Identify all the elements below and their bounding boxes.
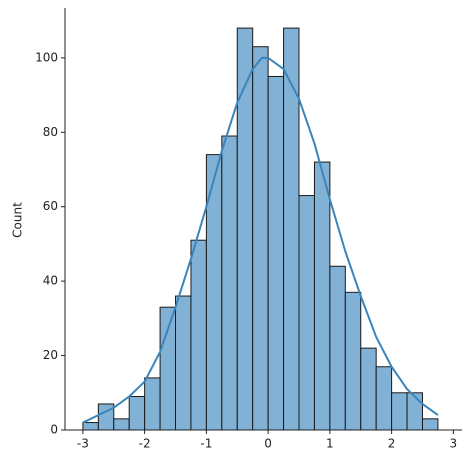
y-axis-label: Count <box>11 202 25 238</box>
bar <box>283 27 300 431</box>
bar <box>421 418 439 431</box>
bar <box>391 392 408 431</box>
bar <box>236 27 254 431</box>
bar <box>406 392 423 431</box>
bar <box>375 366 393 431</box>
x-tick-label: -1 <box>200 437 212 451</box>
bar <box>313 161 331 431</box>
bar <box>175 295 192 431</box>
bar <box>329 265 346 431</box>
bar <box>344 291 362 431</box>
y-tick-label: 0 <box>50 423 58 437</box>
bar <box>190 239 207 431</box>
kde-line <box>82 56 439 424</box>
bar <box>159 306 177 431</box>
bar <box>360 347 377 431</box>
bar <box>252 46 269 431</box>
y-tick-label: 40 <box>43 274 58 288</box>
x-tick-label: 0 <box>264 437 272 451</box>
x-tick-label: 1 <box>326 437 334 451</box>
y-tick-label: 80 <box>43 125 58 139</box>
bar <box>267 75 285 431</box>
x-tick-label: 2 <box>388 437 396 451</box>
x-tick-label: -3 <box>77 437 89 451</box>
bar <box>144 377 161 431</box>
bar <box>128 396 146 431</box>
bar <box>298 195 315 431</box>
x-tick-label: -2 <box>139 437 151 451</box>
bar <box>113 418 130 431</box>
bar <box>221 135 238 431</box>
bar <box>82 422 99 431</box>
x-tick-label: 3 <box>450 437 458 451</box>
y-tick-label: 20 <box>43 348 58 362</box>
y-tick-label: 100 <box>35 50 58 64</box>
y-tick-label: 60 <box>43 199 58 213</box>
